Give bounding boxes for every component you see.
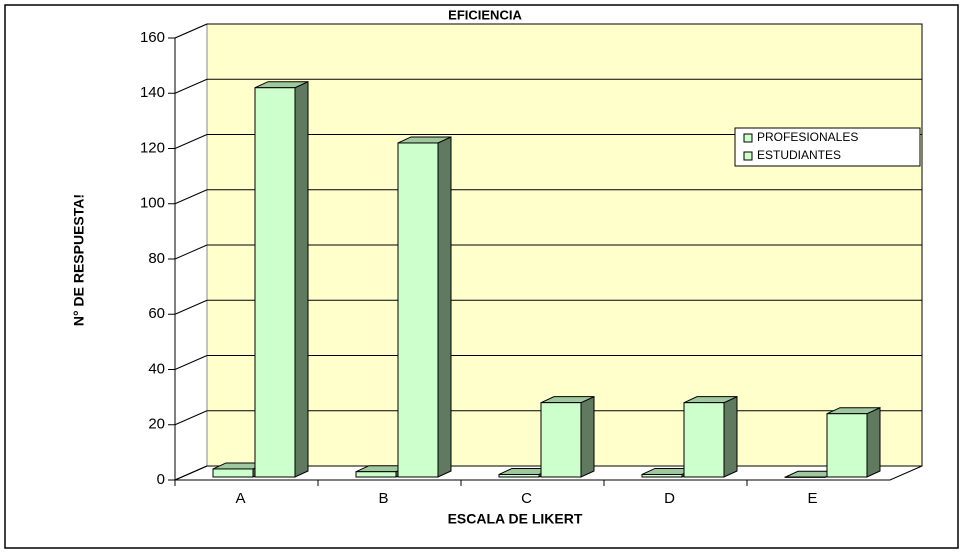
x-tick-label: B: [378, 490, 388, 507]
y-tick-label: 0: [157, 471, 165, 488]
legend-label: ESTUDIANTES: [757, 148, 841, 162]
y-axis-label: N° DE RESPUESTA!: [71, 194, 87, 326]
x-tick-label: A: [235, 490, 245, 507]
chart-title: EFICIENCIA: [448, 7, 522, 22]
y-tick-label: 40: [148, 360, 165, 377]
y-tick-label: 80: [148, 250, 165, 267]
y-tick-label: 140: [140, 84, 165, 101]
bar: [398, 143, 438, 477]
legend-swatch: [744, 134, 752, 142]
y-tick-label: 160: [140, 29, 165, 46]
bar: [642, 474, 682, 477]
bar: [213, 469, 253, 477]
bar: [541, 403, 581, 477]
y-tick-label: 100: [140, 195, 165, 212]
legend-label: PROFESIONALES: [757, 130, 858, 144]
x-tick-label: E: [807, 490, 817, 507]
y-tick-label: 60: [148, 305, 165, 322]
x-axis-label: ESCALA DE LIKERT: [448, 511, 583, 527]
legend-swatch: [744, 152, 752, 160]
bar: [827, 414, 867, 477]
bar-side: [867, 408, 880, 477]
bar-side: [438, 137, 451, 477]
bar: [255, 88, 295, 477]
bar: [499, 474, 539, 477]
y-tick-label: 20: [148, 416, 165, 433]
y-tick-label: 120: [140, 139, 165, 156]
bar: [356, 472, 396, 477]
plot-area: [168, 24, 922, 486]
x-tick-label: D: [664, 490, 675, 507]
bar-side: [295, 82, 308, 477]
bar: [684, 403, 724, 477]
bar-side: [724, 397, 737, 477]
bar-side: [581, 397, 594, 477]
x-tick-label: C: [521, 490, 532, 507]
